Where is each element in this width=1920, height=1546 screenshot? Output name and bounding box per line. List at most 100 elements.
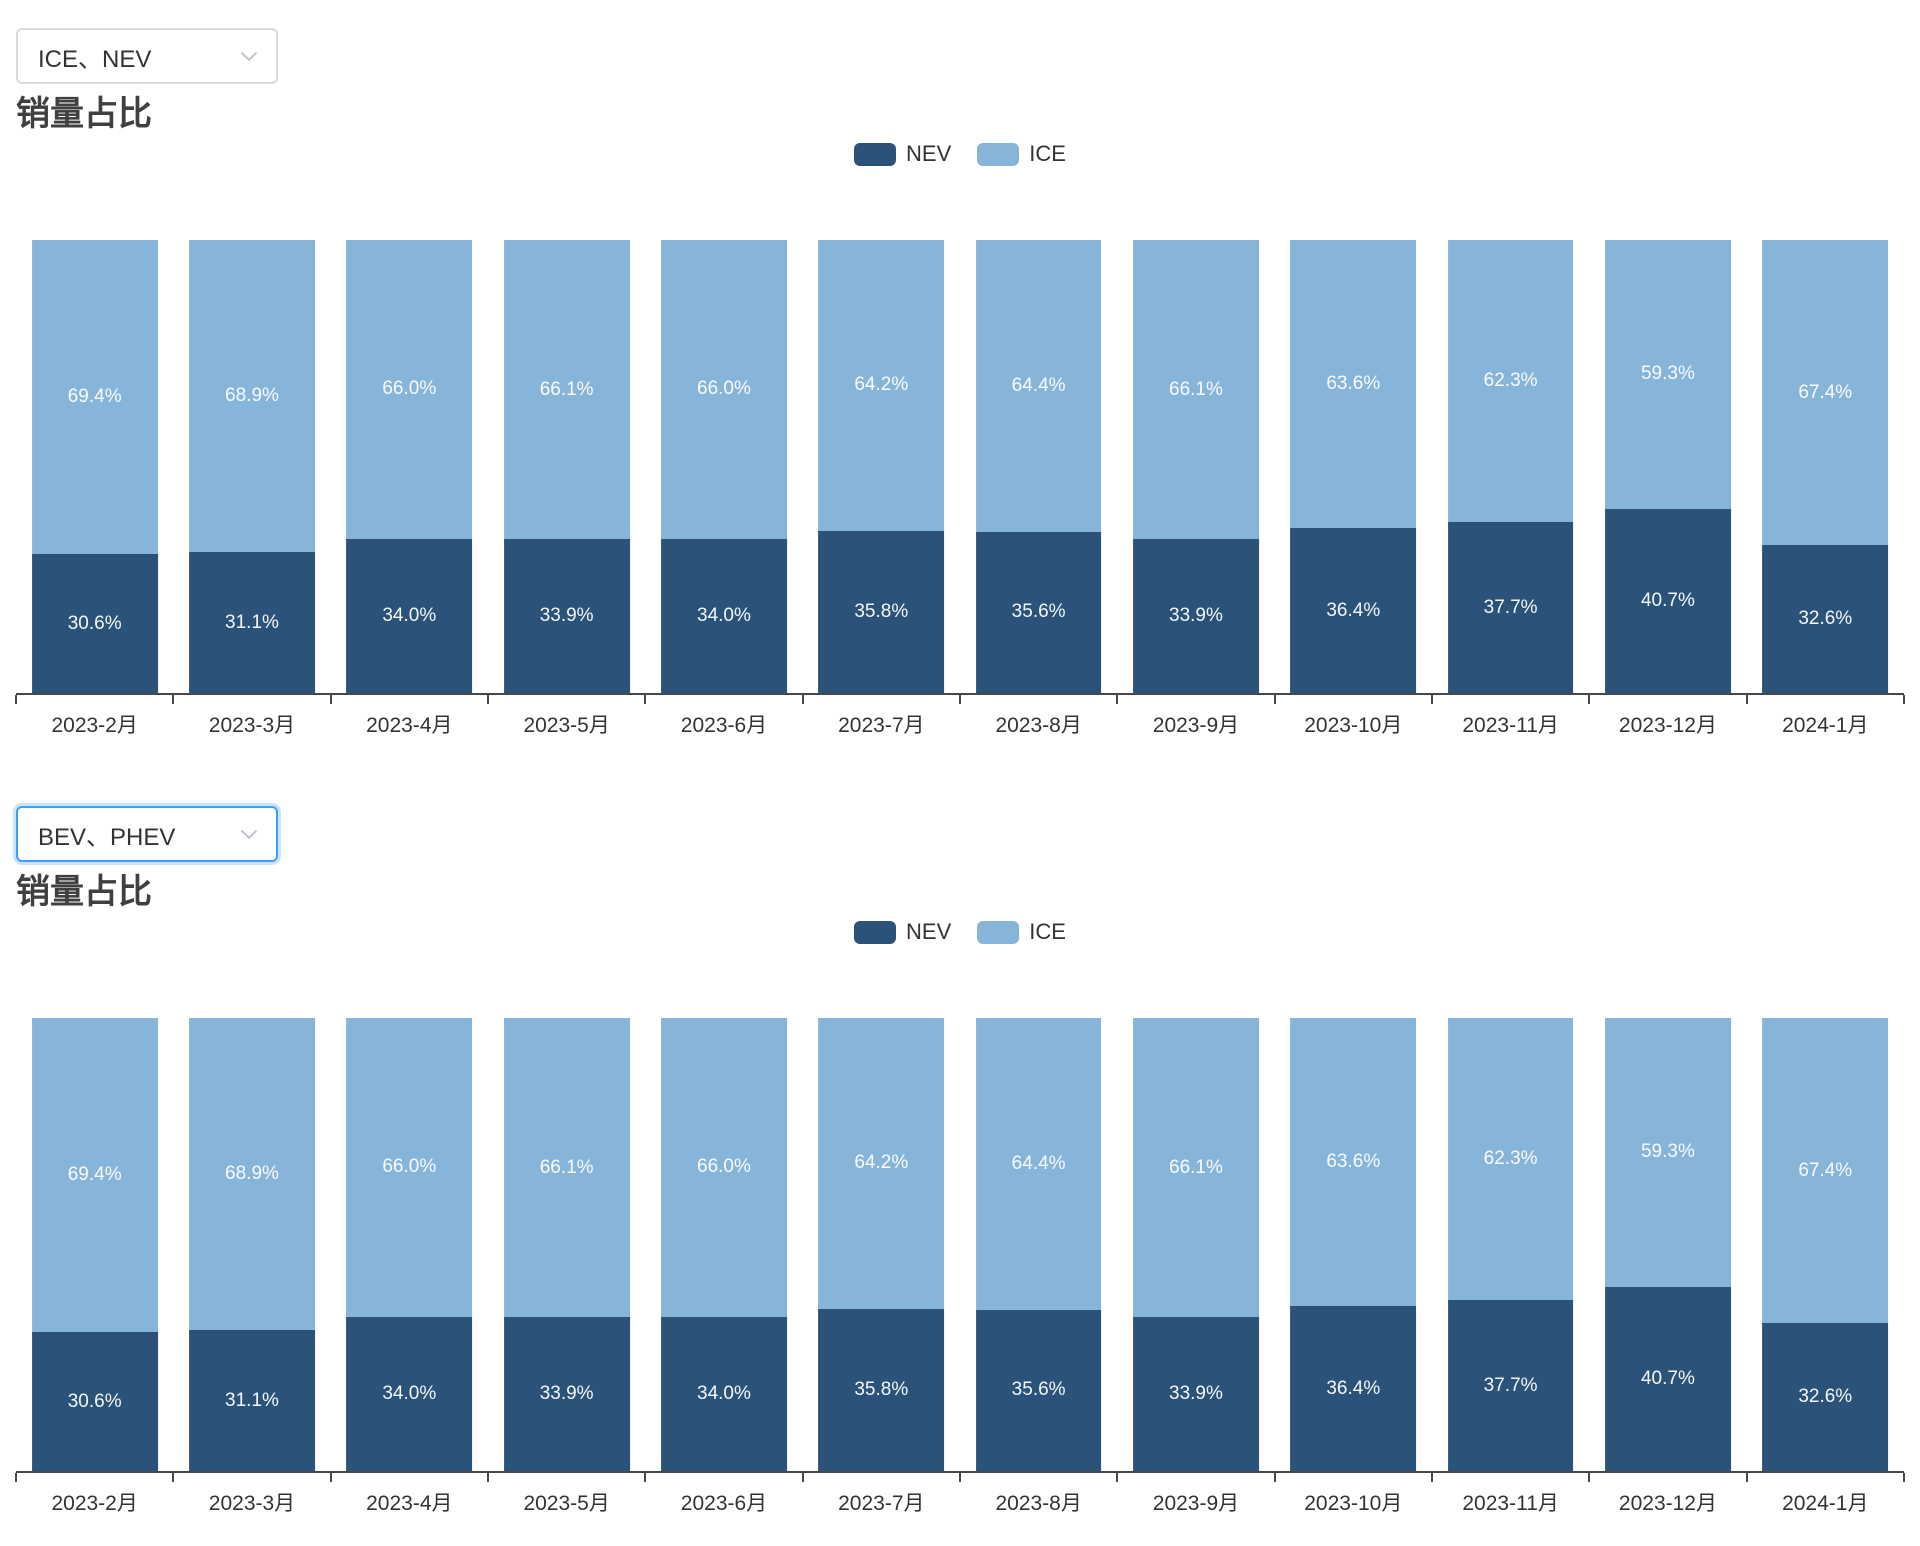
- nev-bar-segment[interactable]: 30.6%: [31, 554, 158, 693]
- stacked-bar: 66.1% 33.9%: [1133, 240, 1259, 693]
- x-axis-tick-label: 2023-5月: [523, 1492, 610, 1515]
- nev-bar-segment[interactable]: 31.1%: [189, 1330, 315, 1471]
- ice-bar-segment[interactable]: 66.0%: [661, 1018, 787, 1317]
- ice-value-label: 67.4%: [1798, 1159, 1853, 1181]
- x-axis-tick-mark: [329, 695, 332, 704]
- ice-bar-segment[interactable]: 59.3%: [1605, 240, 1731, 509]
- ice-bar-segment[interactable]: 66.0%: [346, 1018, 473, 1317]
- ice-value-label: 66.1%: [539, 378, 594, 400]
- ice-bar-segment[interactable]: 66.0%: [661, 240, 787, 539]
- nev-bar-segment[interactable]: 33.9%: [1133, 539, 1259, 693]
- ice-bar-segment[interactable]: 64.4%: [975, 1018, 1102, 1310]
- nev-legend-swatch: [854, 142, 897, 166]
- chart-section-top: ICE、NEV 销量占比 NEV ICE 69.4% 30.6% 68.9% 31.1…: [0, 0, 1920, 768]
- ice-bar-segment[interactable]: 64.2%: [818, 240, 945, 531]
- ice-value-label: 66.0%: [697, 1156, 751, 1178]
- ice-bar-segment[interactable]: 62.3%: [1447, 240, 1574, 523]
- stacked-bar: 64.4% 35.6%: [975, 1018, 1102, 1471]
- ice-bar-segment[interactable]: 66.0%: [346, 240, 473, 539]
- stacked-bar: 66.0% 34.0%: [661, 240, 787, 693]
- ice-value-label: 62.3%: [1483, 1148, 1538, 1170]
- nev-bar-segment[interactable]: 30.6%: [31, 1332, 158, 1471]
- ice-bar-segment[interactable]: 68.9%: [189, 1018, 315, 1331]
- x-axis-tick-label: 2023-7月: [838, 1492, 925, 1515]
- legend-item-ice[interactable]: ICE: [977, 919, 1066, 945]
- x-axis-tick-label: 2024-1月: [1782, 714, 1869, 737]
- x-axis-tick-mark: [644, 1473, 647, 1482]
- x-axis-tick-mark: [644, 695, 647, 704]
- bar-column: 66.0% 34.0%: [645, 240, 802, 693]
- category-select-value: BEV、PHEV: [38, 823, 176, 851]
- x-axis-tick-label: 2023-12月: [1618, 714, 1717, 737]
- nev-bar-segment[interactable]: 33.9%: [503, 1317, 630, 1471]
- nev-bar-segment[interactable]: 35.6%: [975, 531, 1102, 693]
- x-axis-tick-label: 2023-12月: [1618, 1492, 1717, 1515]
- x-axis-tick-mark: [801, 1473, 804, 1482]
- nev-bar-segment[interactable]: 36.4%: [1290, 1306, 1417, 1471]
- legend-item-nev[interactable]: NEV: [854, 141, 951, 167]
- ice-bar-segment[interactable]: 69.4%: [31, 240, 158, 555]
- ice-value-label: 62.3%: [1483, 370, 1538, 392]
- ice-bar-segment[interactable]: 64.2%: [818, 1018, 945, 1309]
- legend-item-ice[interactable]: ICE: [977, 141, 1066, 167]
- bar-column: 62.3% 37.7%: [1432, 1018, 1589, 1471]
- bar-column: 68.9% 31.1%: [173, 1018, 330, 1471]
- nev-bar-segment[interactable]: 40.7%: [1605, 1286, 1731, 1471]
- x-axis-labels: 2023-2月 2023-3月 2023-4月 2023-5月 2023-6月 2023-…: [16, 1487, 1904, 1517]
- ice-bar-segment[interactable]: 62.3%: [1447, 1018, 1574, 1301]
- nev-bar-segment[interactable]: 34.0%: [661, 1316, 787, 1471]
- nev-bar-segment[interactable]: 35.8%: [818, 1308, 945, 1471]
- x-axis-tick-label: 2023-7月: [838, 714, 925, 737]
- bar-column: 64.2% 35.8%: [803, 1018, 960, 1471]
- nev-value-label: 30.6%: [67, 1390, 122, 1412]
- ice-value-label: 66.1%: [1169, 378, 1223, 400]
- nev-bar-segment[interactable]: 32.6%: [1762, 1323, 1889, 1471]
- category-select[interactable]: BEV、PHEV: [16, 806, 278, 862]
- ice-bar-segment[interactable]: 69.4%: [31, 1018, 158, 1333]
- ice-bar-segment[interactable]: 63.6%: [1290, 240, 1417, 529]
- nev-bar-segment[interactable]: 34.0%: [661, 538, 787, 693]
- ice-value-label: 66.1%: [1169, 1156, 1223, 1178]
- nev-value-label: 40.7%: [1640, 589, 1695, 611]
- nev-value-label: 33.9%: [539, 605, 594, 627]
- bar-column: 63.6% 36.4%: [1275, 240, 1432, 693]
- x-axis-tick-label: 2023-4月: [366, 714, 453, 737]
- ice-bar-segment[interactable]: 66.1%: [503, 1018, 630, 1318]
- ice-bar-segment[interactable]: 67.4%: [1762, 1018, 1889, 1324]
- nev-bar-segment[interactable]: 31.1%: [189, 552, 315, 693]
- nev-bar-segment[interactable]: 37.7%: [1447, 522, 1574, 693]
- x-axis-tick-label: 2023-3月: [208, 714, 296, 737]
- bar-column: 66.0% 34.0%: [331, 240, 488, 693]
- nev-bar-segment[interactable]: 35.6%: [975, 1309, 1102, 1471]
- ice-bar-segment[interactable]: 67.4%: [1762, 240, 1889, 546]
- ice-value-label: 63.6%: [1326, 373, 1381, 395]
- nev-bar-segment[interactable]: 32.6%: [1762, 545, 1889, 693]
- stacked-bar: 66.1% 33.9%: [503, 240, 630, 693]
- ice-bar-segment[interactable]: 66.1%: [1133, 1018, 1259, 1318]
- nev-bar-segment[interactable]: 33.9%: [503, 539, 630, 693]
- ice-bar-segment[interactable]: 59.3%: [1605, 1018, 1731, 1287]
- x-axis-tick-label: 2023-9月: [1152, 714, 1240, 737]
- stacked-bar: 69.4% 30.6%: [31, 240, 158, 693]
- x-axis-tick-mark: [1745, 1473, 1748, 1482]
- x-axis-tick-mark: [959, 1473, 961, 1482]
- nev-bar-segment[interactable]: 36.4%: [1290, 528, 1417, 693]
- ice-bar-segment[interactable]: 68.9%: [189, 240, 315, 553]
- x-axis-tick-label: 2023-2月: [51, 1492, 138, 1515]
- x-axis-tick-label: 2023-11月: [1462, 714, 1559, 737]
- ice-bar-segment[interactable]: 66.1%: [503, 240, 630, 540]
- bar-column: 66.0% 34.0%: [331, 1018, 488, 1471]
- nev-bar-segment[interactable]: 37.7%: [1447, 1300, 1574, 1471]
- ice-bar-segment[interactable]: 63.6%: [1290, 1018, 1417, 1307]
- stacked-bar: 62.3% 37.7%: [1447, 1018, 1574, 1471]
- plot-area: 69.4% 30.6% 68.9% 31.1% 66.0% 34.0% 66.1% 33.9%…: [16, 1018, 1904, 1473]
- ice-bar-segment[interactable]: 66.1%: [1133, 240, 1259, 540]
- nev-bar-segment[interactable]: 33.9%: [1133, 1317, 1259, 1471]
- nev-bar-segment[interactable]: 40.7%: [1605, 508, 1731, 693]
- nev-bar-segment[interactable]: 34.0%: [346, 538, 473, 693]
- legend-item-nev[interactable]: NEV: [854, 919, 951, 945]
- nev-bar-segment[interactable]: 34.0%: [346, 1316, 473, 1471]
- category-select[interactable]: ICE、NEV: [16, 28, 278, 84]
- ice-bar-segment[interactable]: 64.4%: [975, 240, 1102, 532]
- nev-bar-segment[interactable]: 35.8%: [818, 530, 945, 693]
